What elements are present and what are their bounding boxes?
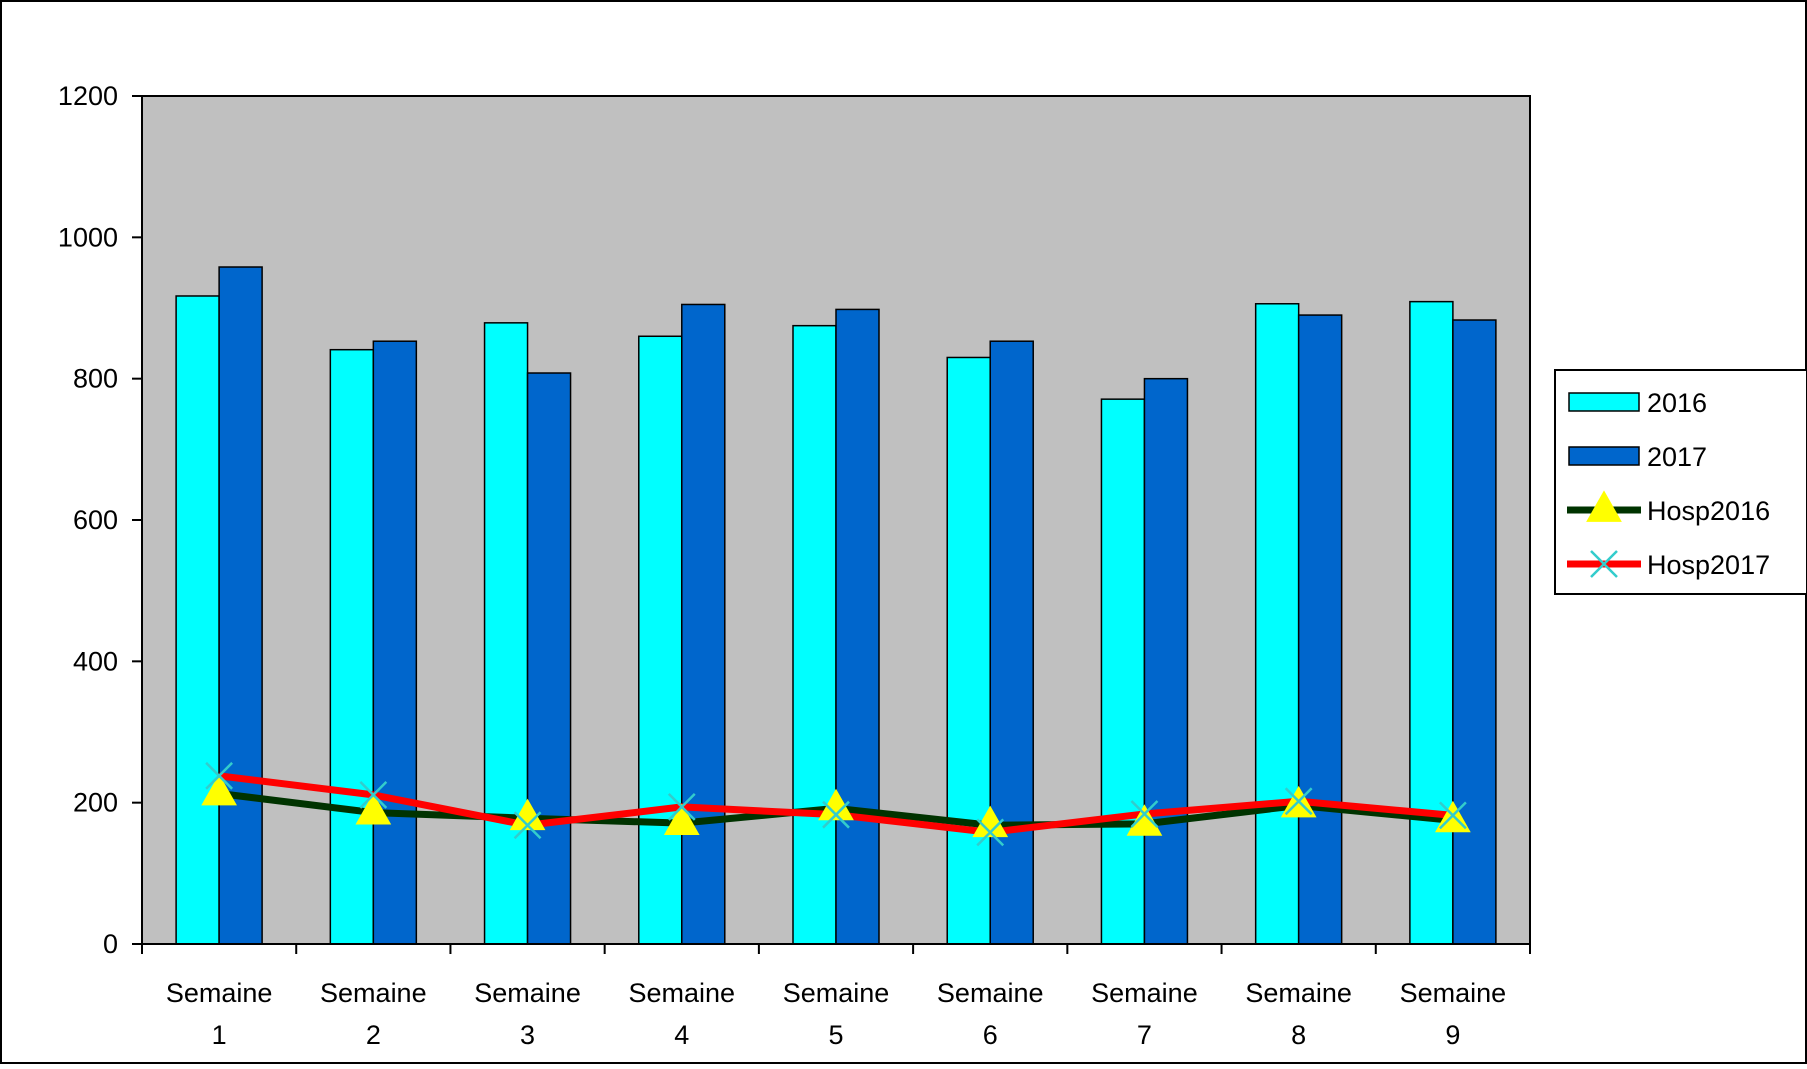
bar-2016-9 xyxy=(1409,300,1454,945)
bar-2017-5 xyxy=(835,308,880,945)
bar-2017-6 xyxy=(989,340,1034,945)
x-tick-label-8: Semaine 8 xyxy=(1245,978,1352,1050)
marker-Hosp2017-2 xyxy=(359,781,388,809)
marker-Hosp2017-6 xyxy=(976,818,1005,847)
bars-layer xyxy=(175,266,1497,945)
marker-Hosp2016-4 xyxy=(663,803,700,836)
marker-Hosp2017-9 xyxy=(1439,801,1467,830)
y-tick-label-400: 400 xyxy=(73,646,118,676)
legend-label-Hosp2016: Hosp2016 xyxy=(1647,496,1770,526)
y-tick-label-0: 0 xyxy=(103,929,118,959)
bar-2016-2 xyxy=(329,348,375,945)
x-tick-label-5: Semaine 5 xyxy=(783,978,890,1050)
legend: 2016 2017 Hosp2016 Hosp2017 xyxy=(1554,369,1807,595)
bar-2017-3 xyxy=(526,372,572,945)
marker-Hosp2017-5 xyxy=(822,800,850,829)
marker-Hosp2017-1 xyxy=(205,761,233,790)
bar-2017-9 xyxy=(1452,319,1497,945)
y-tick-label-1000: 1000 xyxy=(58,222,118,252)
marker-Hosp2017-8 xyxy=(1284,787,1313,816)
marker-Hosp2016-6 xyxy=(972,805,1009,838)
legend-swatch-2016 xyxy=(1568,392,1640,412)
marker-Hosp2017-4 xyxy=(667,793,696,821)
y-tick-label-1200: 1200 xyxy=(58,81,118,111)
bar-2017-8 xyxy=(1297,314,1343,945)
bar-2016-1 xyxy=(175,295,220,945)
x-tick-label-1: Semaine 1 xyxy=(166,978,273,1050)
x-tick-label-6: Semaine 6 xyxy=(937,978,1044,1050)
bar-2016-3 xyxy=(483,322,529,945)
marker-Hosp2016-1 xyxy=(201,773,237,806)
lines-layer xyxy=(201,761,1471,847)
marker-Hosp2016-2 xyxy=(355,792,392,825)
marker-Hosp2017-3 xyxy=(513,811,542,840)
x-tick-label-3: Semaine 3 xyxy=(474,978,581,1050)
marker-Hosp2016-3 xyxy=(509,798,546,831)
legend-marker-Hosp2017 xyxy=(1590,550,1618,578)
marker-Hosp2017-7 xyxy=(1130,800,1159,828)
y-tick-label-800: 800 xyxy=(73,364,118,394)
bar-2017-2 xyxy=(372,340,418,945)
marker-Hosp2016-7 xyxy=(1126,804,1163,836)
legend-swatch-2017 xyxy=(1568,446,1640,466)
bar-2016-8 xyxy=(1254,303,1300,945)
bar-2017-4 xyxy=(681,303,726,945)
bar-2016-4 xyxy=(638,335,683,945)
bar-2017-1 xyxy=(218,266,263,945)
bar-2016-7 xyxy=(1100,398,1146,945)
axes-layer: 0 200 400 600 800 1000 1200 Semaine 1 Semaine 2 Sem… xyxy=(58,81,1531,1050)
legend-marker-Hosp2016 xyxy=(1586,490,1622,522)
legend-label-2017: 2017 xyxy=(1647,442,1707,472)
legend-label-Hosp2017: Hosp2017 xyxy=(1647,550,1770,580)
y-tick-label-600: 600 xyxy=(73,505,118,535)
x-tick-label-7: Semaine 7 xyxy=(1091,978,1198,1050)
bar-2017-7 xyxy=(1143,377,1189,945)
x-tick-label-9: Semaine 9 xyxy=(1400,978,1507,1050)
y-tick-label-200: 200 xyxy=(73,788,118,818)
bar-2016-6 xyxy=(946,356,991,945)
x-tick-label-4: Semaine 4 xyxy=(628,978,735,1050)
bar-2016-5 xyxy=(792,324,837,945)
x-tick-label-2: Semaine 2 xyxy=(320,978,427,1050)
legend-label-2016: 2016 xyxy=(1647,388,1707,418)
